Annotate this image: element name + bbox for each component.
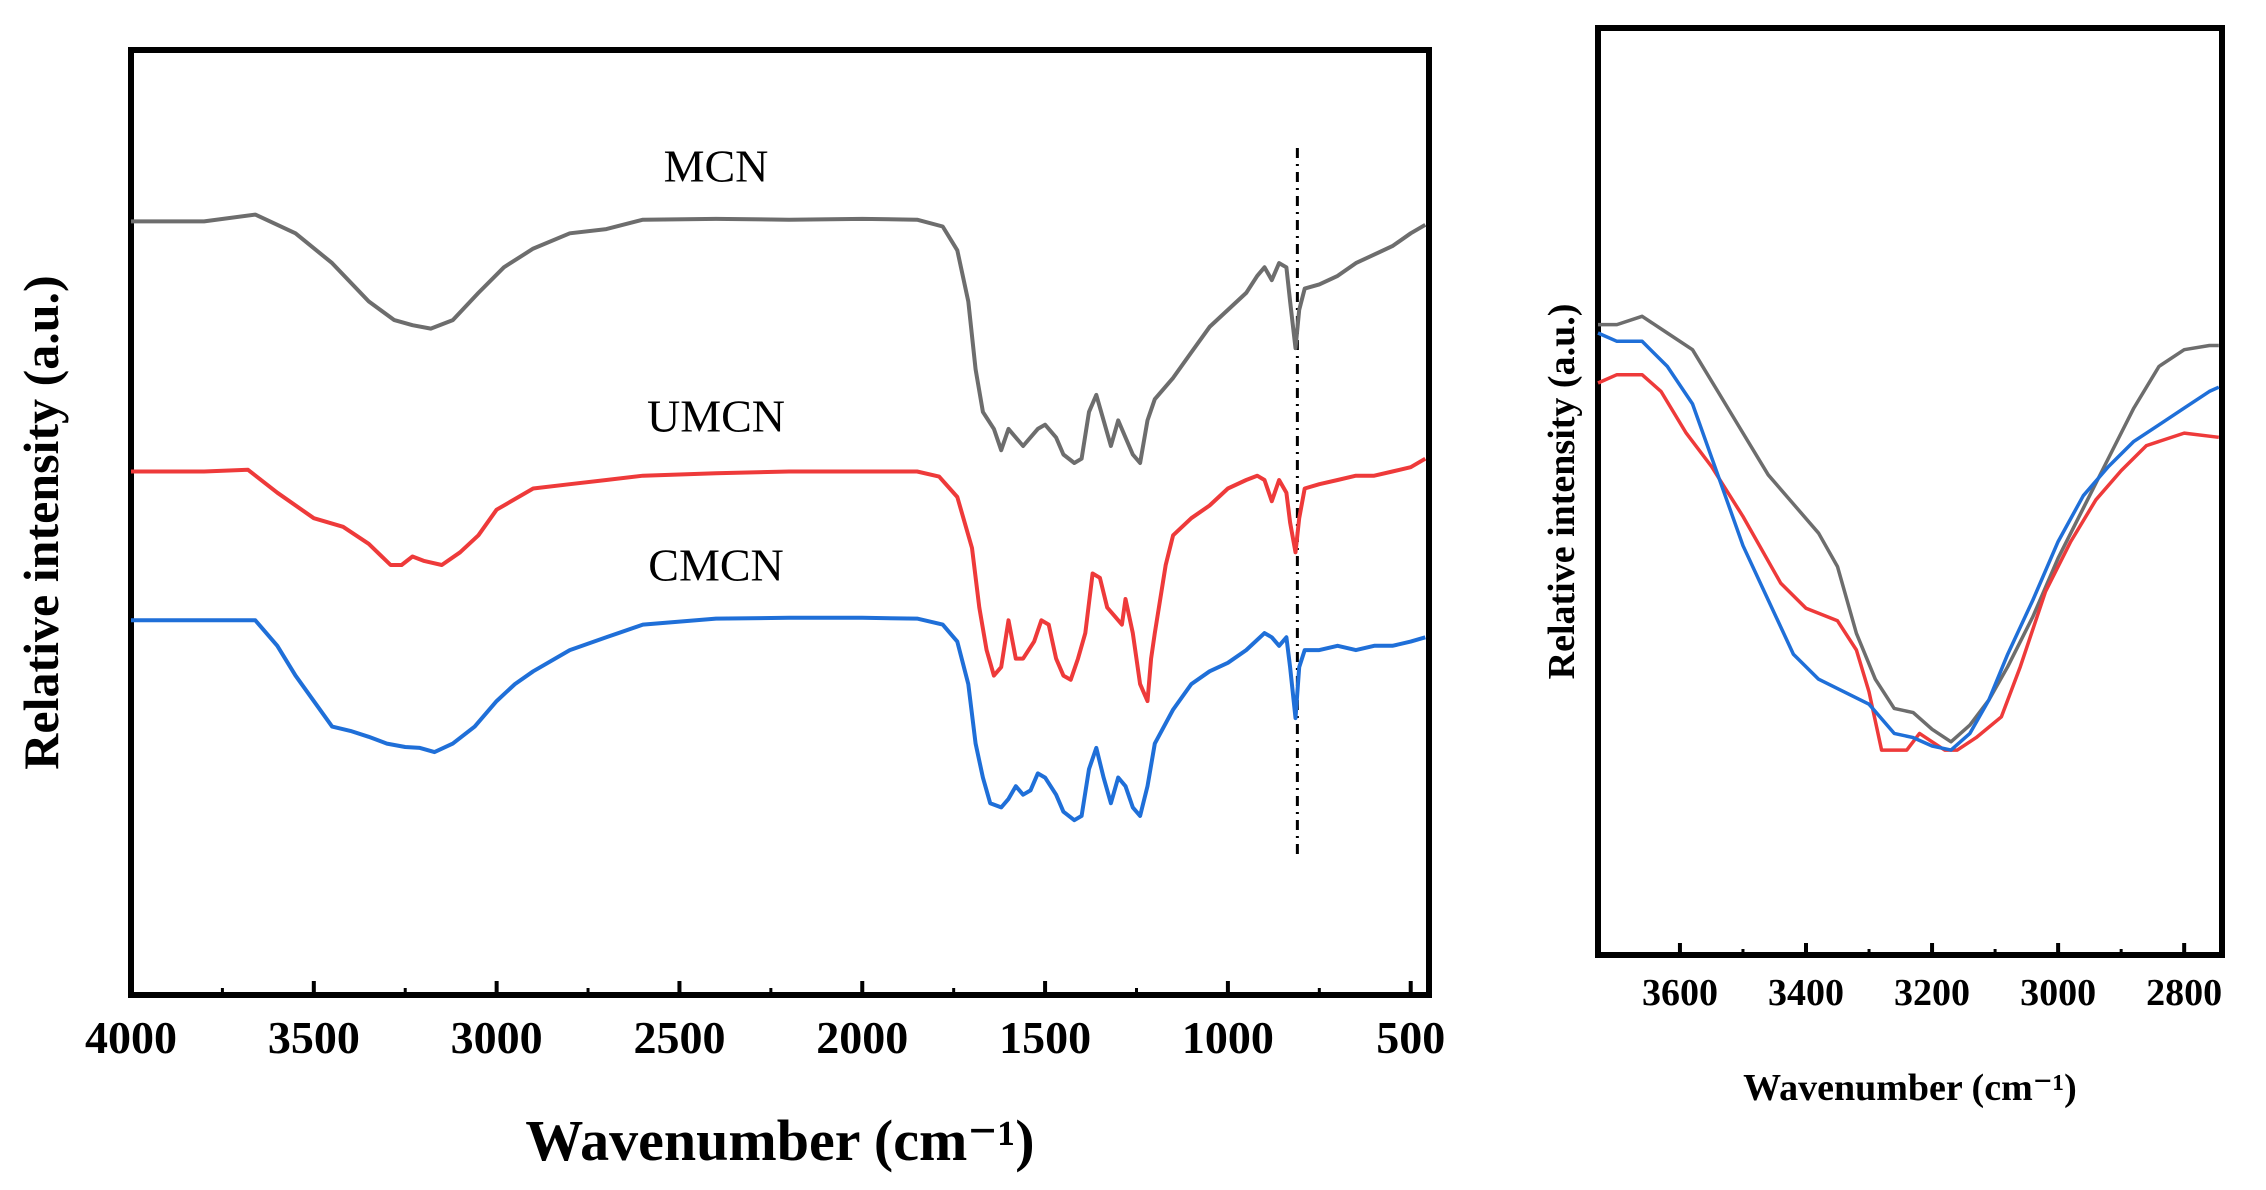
main-x-axis-title: Wavenumber (cm⁻¹) — [525, 1108, 1034, 1173]
series-line-umcn — [131, 456, 1427, 704]
x-tick-label: 2500 — [633, 1012, 725, 1063]
x-tick-label: 2000 — [816, 1012, 908, 1063]
x-tick-label: 2800 — [2146, 972, 2222, 1014]
inset-x-ticks: 3600 3400 3200 3000 2800 — [1642, 943, 2222, 1014]
x-tick-label: 4000 — [85, 1012, 177, 1063]
main-x-ticks: 4000 3500 3000 2500 2000 1500 1000 500 — [85, 981, 1445, 1063]
x-tick-label: 500 — [1376, 1012, 1445, 1063]
x-tick-label: 1000 — [1182, 1012, 1274, 1063]
x-tick-label: 3000 — [2020, 972, 2096, 1014]
inset-spectrum-panel: 3600 3400 3200 3000 2800 Wavenumber (cm⁻¹) R… — [1541, 25, 2225, 1109]
series-line-2 — [1597, 331, 2220, 752]
series-annotations: MCN UMCN CMCN — [647, 140, 785, 590]
inset-series-group — [1597, 314, 2220, 752]
series-annotation-umcn: UMCN — [647, 390, 785, 441]
x-tick-label: 3000 — [451, 1012, 543, 1063]
x-tick-label: 3400 — [1768, 972, 1844, 1014]
series-annotation-mcn: MCN — [664, 140, 769, 191]
x-tick-label: 3600 — [1642, 972, 1718, 1014]
inset-x-axis-title: Wavenumber (cm⁻¹) — [1743, 1067, 2077, 1109]
series-line-1 — [1597, 372, 2220, 752]
x-tick-label: 1500 — [999, 1012, 1091, 1063]
main-y-axis-title: Relative intensity (a.u.) — [13, 275, 69, 769]
inset-y-axis-title: Relative intensity (a.u.) — [1541, 304, 1583, 680]
main-series-group — [131, 212, 1427, 823]
x-tick-label: 3200 — [1894, 972, 1970, 1014]
inset-plot-frame — [1595, 25, 2225, 958]
main-plot-frame — [128, 47, 1432, 998]
series-line-cmcn — [131, 615, 1426, 823]
series-line-0 — [1598, 314, 2219, 744]
x-tick-label: 3500 — [268, 1012, 360, 1063]
main-spectrum-panel: 4000 3500 3000 2500 2000 1500 1000 500 MCN UMCN C… — [13, 47, 1445, 1173]
series-line-mcn — [131, 212, 1427, 465]
series-annotation-cmcn: CMCN — [648, 539, 783, 590]
